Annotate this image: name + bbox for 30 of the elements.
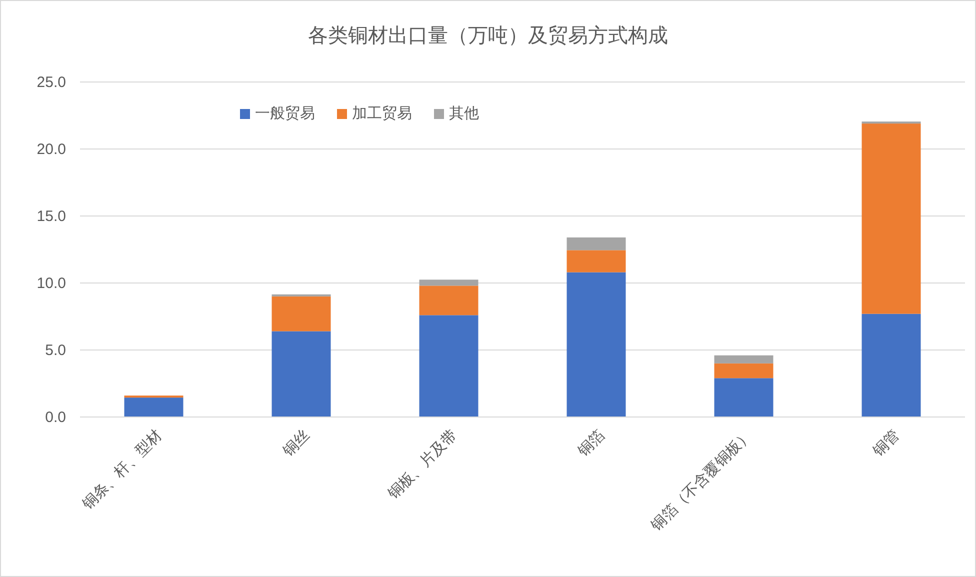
x-tick-label: 铜管 bbox=[868, 426, 903, 461]
y-tick-label: 0.0 bbox=[45, 408, 66, 426]
x-tick-label: 铜箔（不含覆铜板） bbox=[646, 426, 756, 535]
y-tick-label: 25.0 bbox=[36, 74, 66, 91]
bar bbox=[566, 272, 626, 417]
bar bbox=[862, 124, 921, 314]
bar bbox=[272, 296, 331, 332]
legend-label: 一般贸易 bbox=[255, 104, 315, 122]
chart-title: 各类铜材出口量（万吨）及贸易方式构成 bbox=[308, 23, 668, 47]
y-tick-label: 20.0 bbox=[36, 140, 66, 158]
legend-label: 加工贸易 bbox=[352, 104, 412, 122]
bar bbox=[566, 237, 626, 250]
bar bbox=[419, 286, 478, 316]
y-tick-label: 15.0 bbox=[36, 208, 66, 225]
legend-label: 其他 bbox=[449, 104, 479, 122]
y-tick-label: 10.0 bbox=[36, 274, 66, 292]
x-tick-label: 铜条、杆、型材 bbox=[78, 426, 166, 514]
x-tick-label: 铜箔 bbox=[573, 426, 608, 461]
bar bbox=[124, 398, 184, 417]
x-tick-label: 铜丝 bbox=[278, 426, 313, 461]
bar bbox=[419, 315, 478, 417]
bar bbox=[714, 363, 774, 378]
bar bbox=[862, 314, 921, 417]
bar bbox=[419, 280, 478, 286]
bar bbox=[272, 331, 331, 417]
bar bbox=[714, 355, 774, 364]
y-tick-label: 5.0 bbox=[45, 342, 66, 359]
bar bbox=[714, 378, 774, 417]
x-tick-label: 铜板、片及带 bbox=[383, 426, 460, 504]
bar bbox=[566, 250, 626, 272]
